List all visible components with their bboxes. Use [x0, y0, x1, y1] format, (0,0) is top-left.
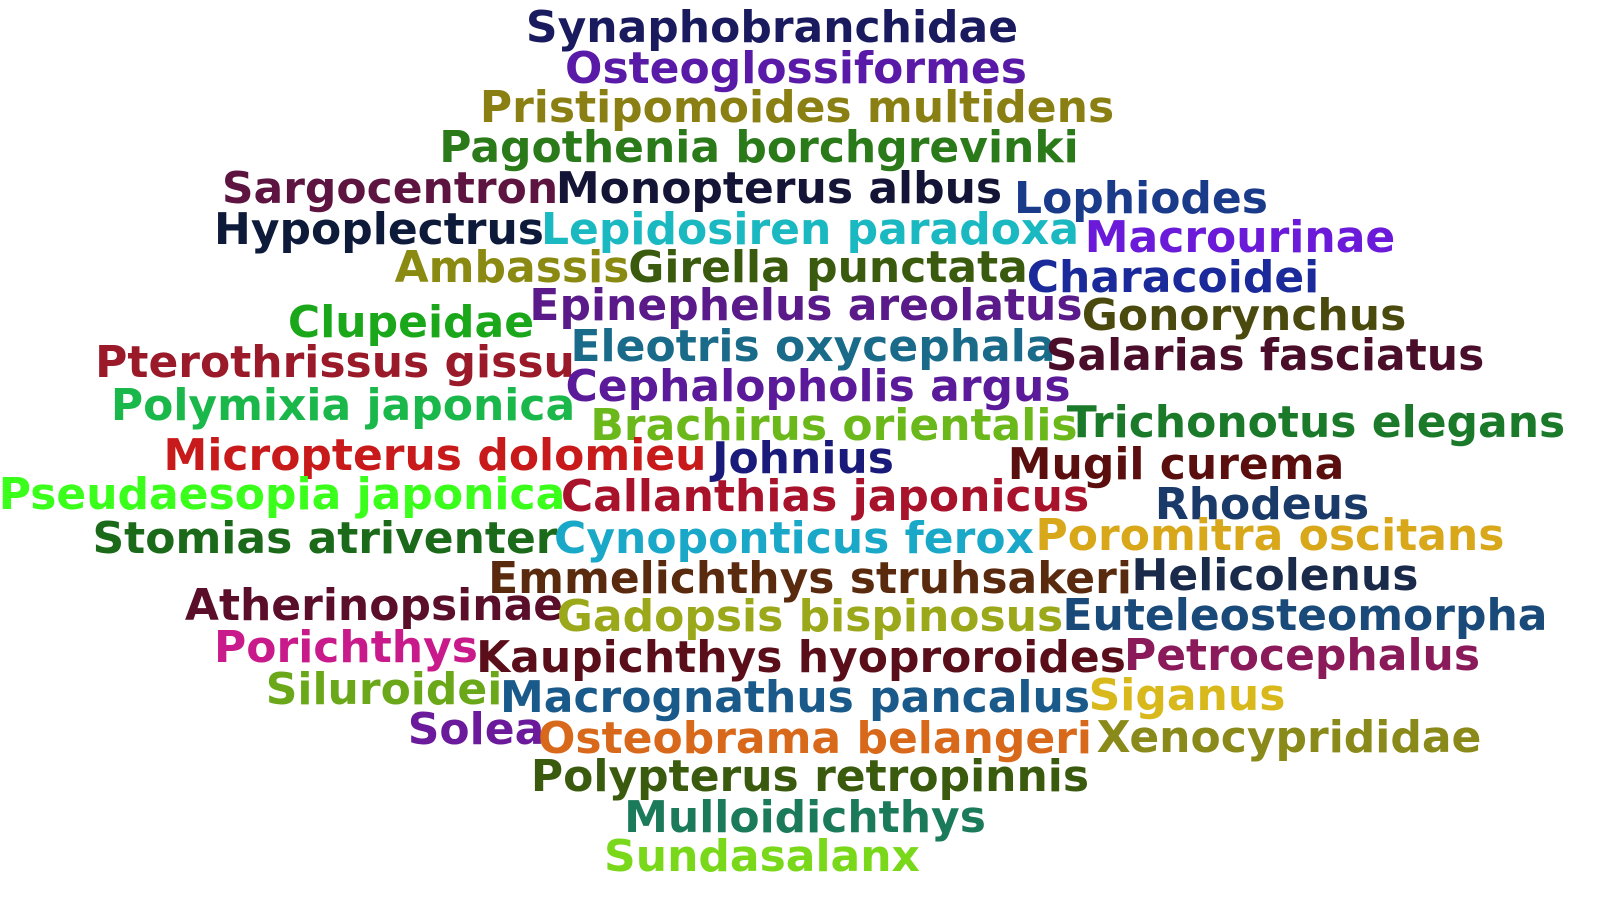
- word: Girella punctata: [628, 242, 1028, 293]
- word: Xenocyprididae: [1096, 712, 1482, 763]
- word: Johnius: [712, 433, 894, 484]
- word: Siluroidei: [265, 664, 503, 715]
- word: Brachirus orientalis: [590, 400, 1078, 451]
- word: Gonorynchus: [1081, 290, 1407, 341]
- word: Monopterus albus: [555, 163, 1003, 214]
- word: Trichonotus elegans: [1066, 397, 1566, 448]
- word: Polymixia japonica: [110, 380, 576, 431]
- word: Pterothrissus gissu: [95, 337, 575, 388]
- word: Mulloidichthys: [624, 792, 986, 843]
- word: Rhodeus: [1154, 479, 1370, 530]
- word: Pristipomoides multidens: [479, 82, 1115, 133]
- word: Porichthys: [214, 622, 478, 673]
- word: Osteobrama belangeri: [538, 713, 1092, 764]
- word: Characoidei: [1026, 252, 1320, 303]
- word: Clupeidae: [287, 297, 535, 348]
- word: Osteoglossiformes: [565, 43, 1027, 94]
- word: Petrocephalus: [1123, 630, 1481, 681]
- word: Polypterus retropinnis: [530, 751, 1090, 802]
- word: Ambassis: [394, 242, 630, 293]
- word: Cephalopholis argus: [565, 361, 1071, 412]
- word: Callanthias japonicus: [560, 471, 1090, 522]
- word: Pagothenia borchgrevinki: [439, 122, 1079, 173]
- word: Lepidosiren paradoxa: [540, 204, 1080, 255]
- word: Stomias atriventer: [92, 513, 558, 564]
- word: Euteleosteomorpha: [1062, 590, 1548, 641]
- word: Lophiodes: [1014, 173, 1268, 224]
- word: Micropterus dolomieu: [163, 430, 707, 481]
- word: Sargocentron: [221, 163, 559, 214]
- word: Mugil curema: [1007, 439, 1345, 490]
- word: Epinephelus areolatus: [529, 280, 1083, 331]
- word: Cynoponticus ferox: [554, 513, 1034, 564]
- word: Siganus: [1088, 670, 1286, 721]
- word: Emmelichthys struhsakeri: [488, 553, 1132, 604]
- word: Sundasalanx: [604, 831, 920, 882]
- word: Poromitra oscitans: [1035, 510, 1505, 561]
- word: Solea: [407, 704, 545, 755]
- word: Kaupichthys hyoproroides: [476, 632, 1126, 683]
- word: Macrognathus pancalus: [499, 672, 1091, 723]
- word: Hypoplectrus: [214, 204, 544, 255]
- word: Gadopsis bispinosus: [556, 591, 1064, 642]
- word: Helicolenus: [1131, 550, 1419, 601]
- word: Macrourinae: [1084, 212, 1396, 263]
- word: Synaphobranchidae: [525, 2, 1019, 53]
- word: Pseudaesopia japonica: [0, 469, 566, 520]
- word: Atherinopsinae: [184, 580, 564, 631]
- word: Eleotris oxycephala: [570, 321, 1056, 372]
- word: Salarias fasciatus: [1045, 330, 1485, 381]
